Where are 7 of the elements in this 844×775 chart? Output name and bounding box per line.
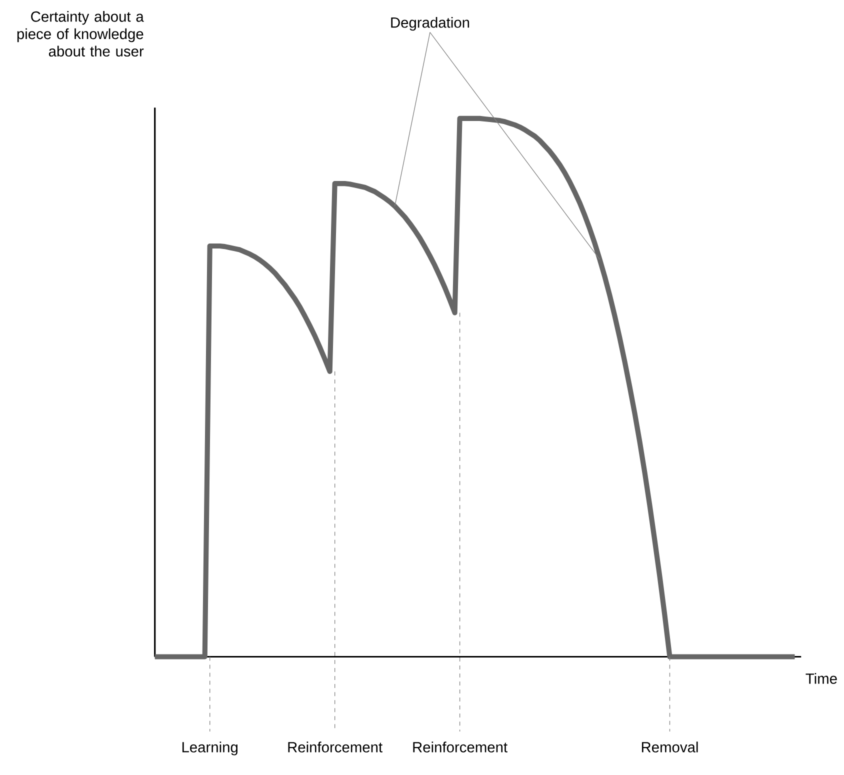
x-tick-label: Removal (642, 742, 698, 752)
x-tick-label: Reinforcement (413, 742, 508, 752)
y-axis-title: Certainty about a piece of knowledge about the user (17, 10, 144, 56)
text: Degradation (391, 16, 470, 31)
x-tick-label: Learning (182, 742, 238, 756)
x-axis-title: Time (806, 672, 837, 684)
x-tick-label: Reinforcement (288, 742, 382, 752)
